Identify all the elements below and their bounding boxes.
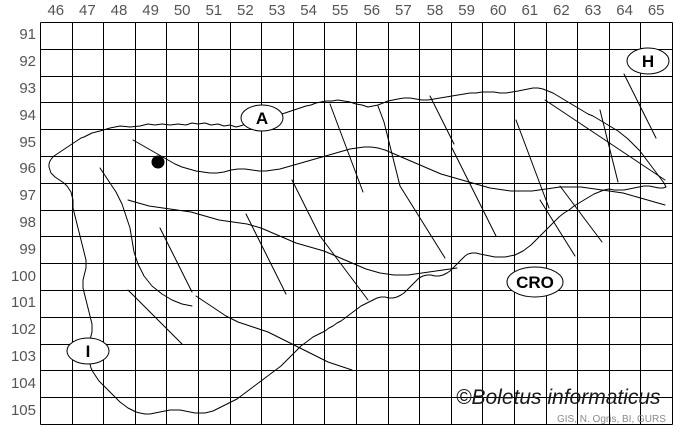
- country-badge-label: I: [86, 342, 91, 361]
- river-tributary-7: [159, 227, 193, 293]
- occurrence-point: [151, 155, 165, 169]
- column-axis-label: 47: [79, 2, 96, 19]
- column-axis-label: 60: [489, 2, 507, 19]
- row-axis-label: 91: [19, 26, 36, 44]
- river-tributary-6: [245, 213, 287, 295]
- country-badge-ellipse: [66, 337, 110, 365]
- row-axis-label: 100: [10, 267, 36, 285]
- river-tributary-8: [399, 185, 446, 259]
- column-axis-label: 65: [647, 2, 665, 19]
- river-tributary-10: [539, 199, 576, 257]
- slovenia-outline-group: [48, 73, 667, 415]
- river-tributary-15: [623, 73, 657, 139]
- column-axis-label: 46: [47, 2, 65, 19]
- country-badge-ellipse: [506, 266, 564, 298]
- country-badge-label: A: [256, 109, 268, 128]
- national-border: [48, 87, 667, 415]
- column-axis-label: 61: [521, 2, 539, 19]
- column-axis-label: 54: [300, 2, 317, 19]
- river-tributary-1: [329, 103, 364, 193]
- country-badge-i: I: [66, 337, 110, 365]
- row-axis-label: 102: [10, 321, 36, 339]
- river-tributary-14: [319, 235, 369, 301]
- country-badge-label: H: [642, 52, 654, 71]
- row-axis-label: 97: [19, 187, 36, 205]
- country-badges: A H I CRO: [66, 47, 670, 365]
- row-axis-label: 98: [19, 214, 36, 231]
- row-axis-label: 93: [19, 80, 36, 97]
- row-axis-label: 92: [19, 53, 36, 71]
- column-axis-label: 57: [395, 2, 412, 19]
- data-source-credit: GIS, N. Ogris, BI, GURS: [557, 414, 666, 425]
- river-soca: [99, 167, 193, 307]
- row-axis-label: 94: [19, 106, 36, 124]
- river-drava: [132, 139, 666, 206]
- column-axis-label: 52: [237, 2, 254, 19]
- river-tributary-11: [559, 185, 603, 243]
- river-kolpa: [195, 295, 353, 371]
- country-badge-label: CRO: [516, 273, 554, 292]
- river-tributary-3: [451, 147, 497, 237]
- column-axis-label: 59: [458, 2, 475, 19]
- river-sava: [127, 199, 458, 276]
- column-axis-label: 50: [173, 2, 191, 19]
- country-badge-ellipse: [240, 104, 284, 132]
- column-axis-label: 63: [584, 2, 602, 19]
- river-tributary-4: [515, 119, 550, 209]
- country-badge-ellipse: [626, 47, 670, 75]
- river-tributary-9: [291, 179, 321, 237]
- row-axis-label: 104: [10, 374, 36, 392]
- country-badge-cro: CRO: [506, 266, 564, 298]
- column-axis-label: 64: [616, 2, 633, 19]
- column-axis-label: 58: [426, 2, 444, 19]
- occurrence-points: [151, 155, 165, 169]
- river-tributary-2: [377, 105, 401, 187]
- row-axis-label: 101: [10, 294, 36, 312]
- row-axis-label: 99: [19, 240, 36, 258]
- river-tributary-5: [599, 109, 619, 183]
- column-axis-label: 56: [363, 2, 381, 19]
- column-axis-label: 51: [205, 2, 223, 19]
- column-axis-label: 49: [142, 2, 159, 19]
- country-badge-h: H: [626, 47, 670, 75]
- row-axis-label: 95: [19, 133, 36, 151]
- river-tributary-12: [429, 95, 455, 145]
- column-axis-label: 55: [331, 2, 349, 19]
- utm-grid: [40, 22, 673, 425]
- country-badge-a: A: [240, 104, 284, 132]
- river-tributary-13: [127, 289, 183, 345]
- column-axis-label: 48: [110, 2, 128, 19]
- river-mura: [544, 99, 666, 181]
- copyright-label: ©Boletus informaticus: [456, 386, 661, 409]
- column-axis-label: 53: [268, 2, 286, 19]
- row-axis-label: 103: [10, 348, 36, 365]
- row-axis-label: 105: [10, 401, 36, 419]
- row-axis-label: 96: [19, 160, 36, 178]
- column-axis-label: 62: [553, 2, 570, 19]
